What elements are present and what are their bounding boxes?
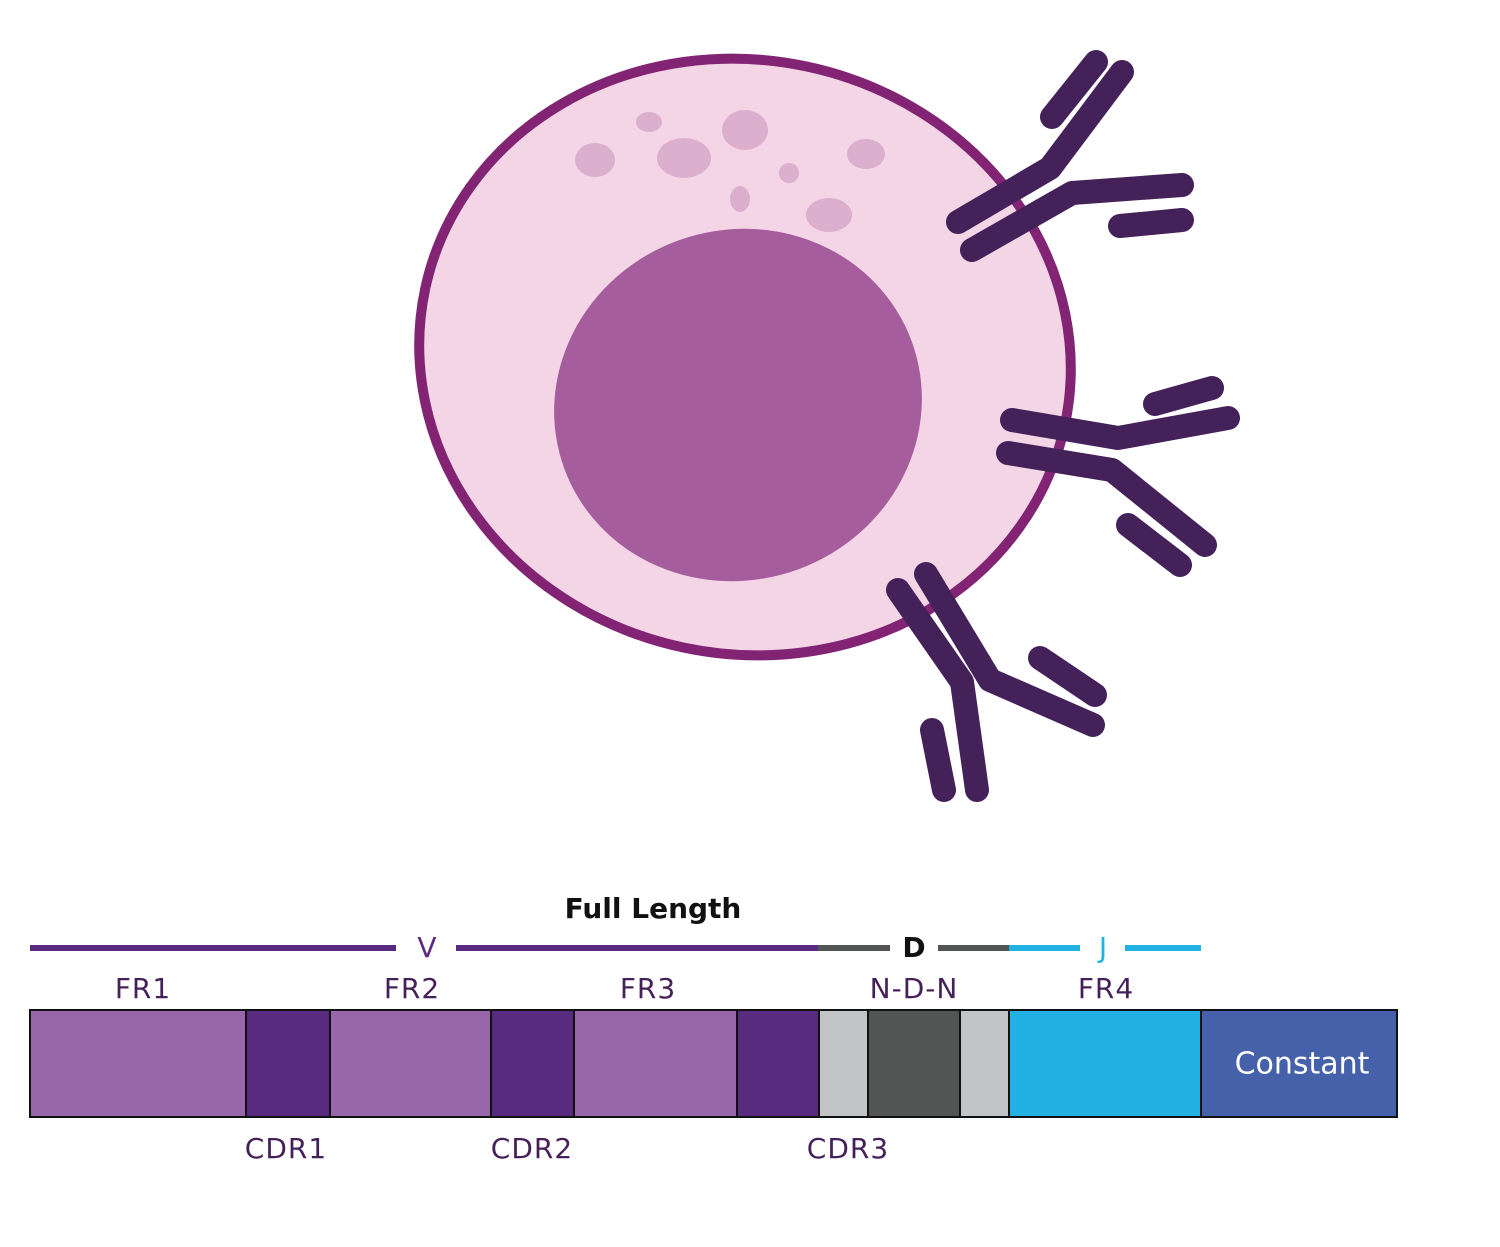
cdr-label: CDR1 [245, 1132, 327, 1165]
cdr3-segment [736, 1009, 820, 1118]
constant-segment [1200, 1009, 1398, 1118]
gene-label: J [1097, 931, 1107, 964]
fr1-segment [29, 1009, 247, 1118]
region-bar [29, 1009, 1398, 1118]
region-label: N-D-N [870, 972, 959, 1005]
cdr1-segment [245, 1009, 331, 1118]
fr2-segment [329, 1009, 492, 1118]
antibody [946, 50, 1194, 262]
n-segment [959, 1009, 1010, 1118]
fr3-segment [573, 1009, 738, 1118]
region-label: FR2 [384, 972, 440, 1005]
vesicles [575, 110, 885, 232]
region-label: FR4 [1078, 972, 1134, 1005]
n-segment [818, 1009, 869, 1118]
region-label: FR1 [115, 972, 171, 1005]
diagram-title: Full Length [565, 892, 742, 925]
antibody [996, 376, 1240, 577]
gene-label: V [417, 931, 436, 964]
d-segment [867, 1009, 961, 1118]
b-cell [414, 53, 1076, 661]
nucleus [554, 228, 922, 582]
cdr-label: CDR2 [491, 1132, 573, 1165]
region-label: FR3 [620, 972, 676, 1005]
fr4-segment [1008, 1009, 1202, 1118]
constant-label: Constant [1235, 1047, 1370, 1082]
antibody [886, 562, 1107, 802]
cdr2-segment [490, 1009, 575, 1118]
gene-label: D [902, 931, 925, 964]
cdr-label: CDR3 [807, 1132, 889, 1165]
